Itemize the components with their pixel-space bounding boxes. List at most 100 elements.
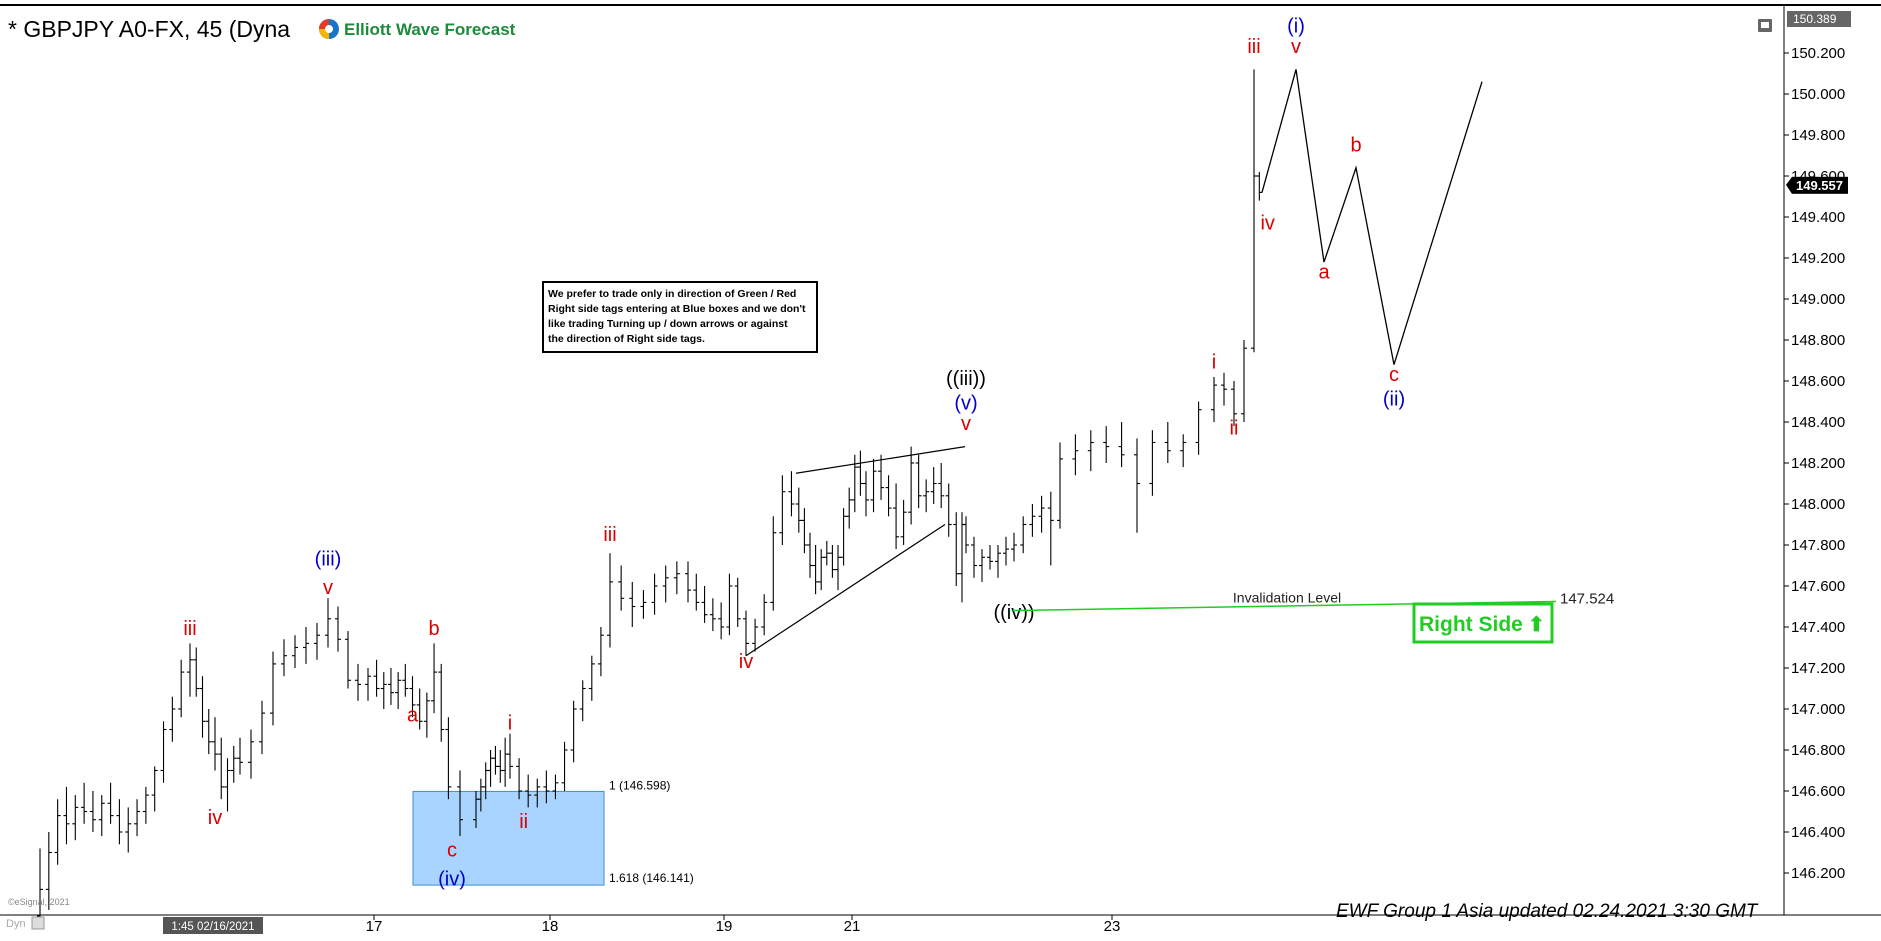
ohlc-bar [409,676,416,718]
expand-button[interactable] [1758,19,1772,32]
ohlc-bar [788,471,795,517]
trendline-layer [745,446,966,657]
ewf-logo [319,19,339,39]
right-side-tag: Right Side ⬆ [1412,602,1554,644]
ohlc-bar [270,651,276,726]
wave-labels: iiiivv(iii)abc(iv)iiiiiiivv(v)((iii))((i… [183,16,1405,891]
right-side-label: Right Side [1419,613,1523,636]
wave-label: v [1291,36,1301,58]
y-tick-label: 150.000 [1791,86,1845,103]
ohlc-bar [365,668,371,701]
wave-label: iv [1260,212,1274,234]
wave-label: iv [208,807,222,829]
ohlc-bar [431,643,438,714]
ohlc-bar [543,770,550,804]
last-price-pointer [1786,176,1792,194]
ohlc-bar [726,573,733,636]
ohlc-bar [885,475,892,517]
ohlc-bar [709,598,716,632]
y-tick-label: 147.200 [1791,660,1845,677]
y-tick-label: 146.200 [1791,865,1845,882]
chart-title: * GBPJPY A0-FX, 45 (Dyna [8,16,290,42]
ohlc-bar [445,717,452,800]
wave-label: (v) [954,393,977,415]
ohlc-bar [734,577,741,627]
ohlc-bar [224,758,231,812]
y-tick-label: 146.600 [1791,783,1845,800]
wave-label: (ii) [1383,389,1405,411]
ohlc-bar [908,446,915,525]
ohlc-bar [395,672,402,709]
fib-level-1-label: 1 (146.598) [609,778,670,792]
note-line-3: like trading Turning up / down arrows or… [548,318,788,330]
cursor-time-box [163,917,263,934]
ohlc-bar [303,627,309,664]
ohlc-bar [963,516,969,554]
ohlc-bar [770,516,777,611]
ohlc-bar [345,631,351,689]
ohlc-bar [116,799,123,845]
y-tick-label: 148.400 [1791,414,1845,431]
ohlc-bar [212,717,218,771]
ohlc-bar [218,737,225,800]
fib-level-1618-label: 1.618 (146.141) [609,871,694,885]
ohlc-bar [1211,376,1217,422]
ohlc-bar [507,733,513,779]
ohlc-bar [1241,340,1247,422]
ohlc-bar [1134,438,1140,533]
ohlc-bar [205,709,212,755]
ohlc-bar [829,545,836,578]
ohlc-bar [823,540,830,566]
ohlc-bar [237,737,243,775]
y-tick-label: 147.800 [1791,537,1845,554]
channel-line [745,523,946,657]
wave-label: v [961,413,971,435]
wave-label: c [447,840,457,862]
ohlc-bar [801,508,808,554]
ohlc-bar [570,700,577,763]
ohlc-bar [618,565,625,611]
ohlc-bar [552,774,559,800]
ohlc-bar [662,565,669,603]
ohlc-bar [516,758,523,800]
wave-label: (i) [1287,16,1305,38]
ohlc-bar [878,454,885,500]
wave-label: b [1350,134,1361,156]
scroll-start-button[interactable] [31,916,45,930]
ohlc-bar [857,450,864,496]
ohlc-bar [995,545,1001,578]
ohlc-bar [893,483,900,550]
y-tick-label: 149.000 [1791,291,1845,308]
ohlc-bar [1020,516,1027,554]
y-tick-label: 146.400 [1791,824,1845,841]
ohlc-bar [1231,381,1237,427]
ohlc-bar [37,848,43,927]
y-tick-label: 149.200 [1791,250,1845,267]
ohlc-bar [259,700,265,755]
wave-label: a [407,704,419,726]
ohlc-bar [607,553,613,648]
ohlc-bar [588,655,595,701]
y-tick-label: 148.000 [1791,496,1845,513]
ohlc-bar [915,454,922,509]
ohlc-bar [178,659,185,718]
ohlc-bar [492,745,499,775]
y-tick-label: 148.600 [1791,373,1845,390]
wave-label: iv [739,651,753,673]
ohlc-bar [187,643,193,697]
ohlc-bar [193,647,200,697]
ohlc-bar [1011,532,1017,562]
ohlc-bar [98,795,105,837]
ohlc-bar [718,602,725,640]
ohlc-bar [502,737,509,787]
ohlc-bar [63,786,70,845]
ohlc-bar [673,561,680,595]
ohlc-bar [923,479,930,513]
ohlc-bar [45,832,52,910]
invalidation-label: Invalidation Level [1233,590,1341,606]
ohlc-bar [1221,372,1227,406]
cursor-time: 1:45 02/16/2021 [171,921,254,933]
ohlc-bar [1103,426,1110,463]
wave-label: ((iv)) [993,602,1034,624]
